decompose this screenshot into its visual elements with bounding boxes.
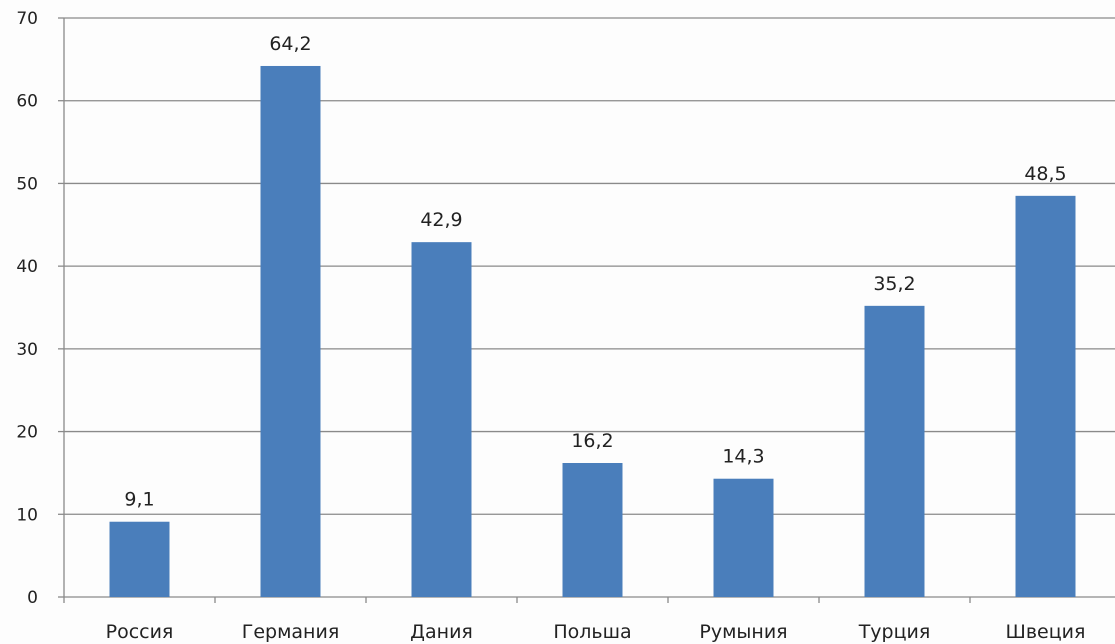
bar <box>411 242 472 598</box>
x-tick-label: Турция <box>858 621 931 643</box>
y-tick-label: 60 <box>16 92 38 112</box>
y-tick-label: 40 <box>16 257 38 277</box>
y-tick-label: 0 <box>27 588 38 608</box>
y-tick-label: 70 <box>16 9 38 29</box>
y-tick-label: 50 <box>16 174 38 194</box>
x-tick-label: Россия <box>106 621 174 643</box>
gridlines <box>64 17 1115 515</box>
x-tick-label: Германия <box>242 621 340 643</box>
bars <box>109 65 1076 598</box>
data-label: 14,3 <box>722 446 764 468</box>
data-label: 16,2 <box>571 430 613 452</box>
bar <box>713 478 774 597</box>
data-label: 64,2 <box>269 33 311 55</box>
bar <box>864 305 925 597</box>
y-tick-label: 10 <box>16 505 38 525</box>
x-tick-label: Швеция <box>1006 621 1086 643</box>
bar <box>562 463 623 597</box>
y-tick-label: 30 <box>16 340 38 360</box>
bar <box>109 521 170 597</box>
data-label: 9,1 <box>124 489 154 511</box>
bar <box>260 65 321 597</box>
x-tick-label: Дания <box>410 621 473 643</box>
x-tick-label: Польша <box>553 621 631 643</box>
y-tick-label: 20 <box>16 423 38 443</box>
data-label: 48,5 <box>1024 163 1066 185</box>
data-label: 35,2 <box>873 273 915 295</box>
x-tick-label: Румыния <box>699 621 787 643</box>
data-label: 42,9 <box>420 209 462 231</box>
bar <box>1015 195 1076 598</box>
labels: 0 10 20 30 40 50 60 70 9,1 Россия 64,2 Германия 42,9… <box>16 9 1085 643</box>
